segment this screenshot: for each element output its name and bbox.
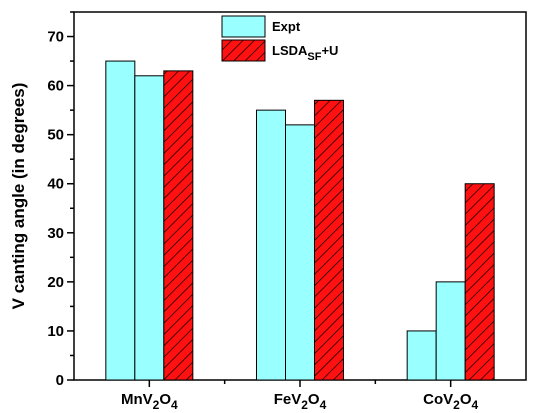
x-tick-label-text: CoV <box>423 391 453 408</box>
x-tick-label-subscript: 4 <box>171 398 178 412</box>
legend-swatch <box>221 15 266 38</box>
x-tick-label: CoV2O4 <box>423 391 478 412</box>
x-axis: MnV2O4 FeV2O4 CoV2O4 <box>121 380 479 412</box>
bar <box>464 183 495 381</box>
y-tick-label: 0 <box>56 372 64 389</box>
legend-label: Expt <box>272 19 301 34</box>
y-tick-label: 40 <box>47 176 64 193</box>
bar <box>285 124 315 381</box>
x-tick-label-text: O <box>159 391 171 408</box>
y-axis: 0 10 20 30 40 50 60 70 <box>47 11 74 389</box>
legend-label-text: Expt <box>272 19 301 34</box>
x-tick-label-subscript: 2 <box>301 398 308 412</box>
x-tick-label-text: O <box>308 391 320 408</box>
y-tick-label: 70 <box>47 29 64 46</box>
legend-label-suffix: +U <box>321 43 338 58</box>
y-tick-label: 10 <box>47 323 64 340</box>
bar <box>406 330 437 381</box>
legend-swatch <box>221 39 266 62</box>
x-tick-label-subscript: 4 <box>320 398 327 412</box>
legend-label: LSDASF+U <box>272 43 338 63</box>
x-tick-label-text: O <box>460 391 472 408</box>
bar <box>105 60 136 381</box>
bar <box>314 99 344 381</box>
bar <box>163 70 194 381</box>
legend: Expt LSDASF+U <box>221 15 338 63</box>
y-tick-label: 20 <box>47 274 64 291</box>
y-tick-label: 60 <box>47 78 64 95</box>
y-axis-title: V canting angle (in degrees) <box>9 83 28 310</box>
legend-label-subscript: SF <box>307 51 321 63</box>
bar <box>134 75 165 381</box>
bar <box>256 109 286 381</box>
x-tick-label-subscript: 2 <box>453 398 460 412</box>
legend-label-text: LSDA <box>272 43 308 58</box>
x-tick-label: FeV2O4 <box>274 391 327 412</box>
y-tick-label: 30 <box>47 225 64 242</box>
x-tick-label-text: FeV <box>274 391 302 408</box>
x-tick-label-subscript: 2 <box>153 398 160 412</box>
bar <box>435 281 466 381</box>
x-tick-label-text: MnV <box>121 391 153 408</box>
bars <box>105 60 495 381</box>
y-tick-label: 50 <box>47 127 64 144</box>
x-tick-label: MnV2O4 <box>121 391 178 412</box>
x-tick-label-subscript: 4 <box>472 398 479 412</box>
